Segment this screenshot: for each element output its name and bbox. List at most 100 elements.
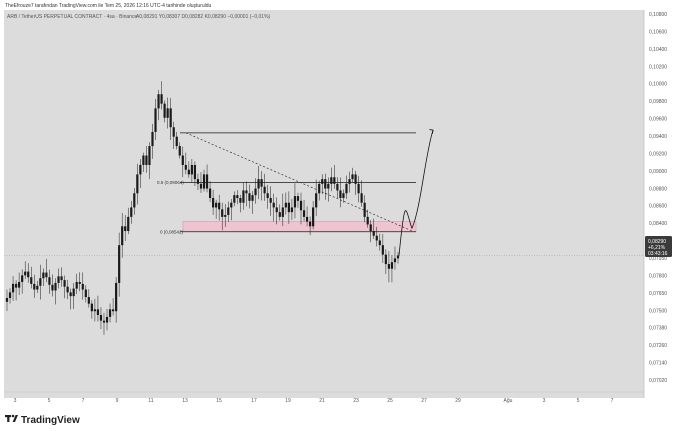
time-label: 11 — [148, 398, 153, 404]
candle-body — [293, 196, 297, 208]
candle-body — [175, 136, 178, 147]
candle-body — [315, 193, 318, 208]
time-label: 9 — [116, 398, 119, 404]
time-axis[interactable]: 3 5 7 9 11 13 15 17 19 21 23 25 27 29 Ağu 3 5 7 — [14, 398, 614, 404]
candle-body — [199, 183, 203, 189]
candle-body — [375, 235, 378, 241]
candle-body — [324, 179, 327, 189]
candle-body — [172, 127, 175, 137]
candle-body — [381, 245, 384, 255]
candle-body — [357, 183, 360, 194]
projection-path[interactable] — [398, 129, 434, 256]
candle-body — [348, 179, 351, 184]
price-label: 0,09400 — [649, 134, 667, 140]
time-label: 7 — [611, 398, 614, 404]
candle-body — [115, 282, 118, 312]
candle-body — [193, 164, 197, 180]
candle-body — [60, 276, 63, 281]
candle-body — [339, 190, 342, 198]
candle-body — [305, 216, 309, 222]
candle-body — [36, 285, 39, 290]
brand-name: TradingView — [21, 415, 80, 426]
candle-body — [278, 212, 281, 217]
candle-body — [272, 202, 275, 208]
candle-body — [45, 272, 48, 278]
time-label: 5 — [48, 398, 51, 404]
candle-body — [14, 283, 18, 288]
candle-body — [248, 193, 251, 201]
support-zone[interactable] — [182, 221, 417, 233]
time-label: 7 — [82, 398, 85, 404]
price-label: 0,09200 — [649, 151, 667, 157]
tradingview-logo-icon — [5, 414, 18, 422]
candle-body — [51, 284, 54, 291]
candle-body — [251, 195, 254, 201]
candle-body — [148, 146, 151, 165]
price-label: 0,10600 — [649, 29, 667, 35]
candle-body — [396, 255, 400, 259]
candle-body — [257, 179, 260, 189]
candle-body — [224, 214, 227, 217]
candle-body — [18, 281, 21, 288]
price-label: 0,07950 — [649, 256, 667, 262]
tradingview-logo[interactable]: TradingView — [5, 414, 80, 426]
candle-body — [163, 103, 166, 118]
current-price-tag[interactable]: 0,08290 +6,21% 03:43:16 — [645, 236, 672, 257]
candle-body — [33, 283, 36, 290]
fib-0-5-label: 0.5 (0,09064) — [157, 180, 184, 185]
candle-body — [302, 210, 306, 217]
candle-body — [233, 195, 236, 203]
candle-body — [166, 108, 169, 118]
descending-trendline[interactable] — [185, 132, 415, 233]
candle-body — [181, 155, 184, 165]
price-label: 0,07260 — [649, 343, 667, 349]
time-label: 29 — [455, 398, 461, 404]
candle-body — [169, 108, 172, 128]
candle-body — [133, 193, 136, 208]
candle-body — [336, 183, 339, 191]
candle-body — [27, 271, 30, 278]
publish-note: TheEfrouze7 tarafından TradingView.com i… — [5, 3, 212, 9]
candle-body — [387, 264, 391, 269]
time-label: 17 — [251, 398, 257, 404]
candle-body — [321, 179, 324, 184]
price-label: 0,07140 — [649, 361, 667, 367]
candle-body — [366, 216, 369, 225]
chart-background — [4, 10, 644, 398]
candle-body — [254, 188, 257, 196]
candle-body — [212, 198, 215, 208]
candle-body — [48, 277, 51, 285]
candle-body — [21, 275, 24, 282]
symbol-title[interactable]: ARB / TetherUS PERPETUAL CONTRACT · 4sa … — [7, 14, 137, 20]
current-change: +6,21% — [648, 245, 666, 251]
candle-body — [24, 271, 27, 276]
time-label: 19 — [285, 398, 291, 404]
time-label: 25 — [387, 398, 393, 404]
candle-body — [127, 216, 130, 232]
candle-body — [227, 207, 230, 215]
candle-body — [269, 198, 272, 203]
time-label: 5 — [577, 398, 580, 404]
candle-body — [245, 190, 248, 194]
candle-body — [11, 283, 15, 293]
price-label: 0,09800 — [649, 99, 667, 105]
candle-body — [87, 297, 90, 304]
candle-body — [42, 272, 45, 279]
price-label: 0,08800 — [649, 186, 667, 192]
candle-body — [360, 193, 363, 203]
candle-body — [96, 309, 100, 315]
candle-body — [299, 200, 303, 211]
candle-body — [111, 309, 115, 312]
candle-body — [8, 292, 12, 299]
candle-body — [205, 174, 209, 189]
candle-body — [145, 155, 148, 165]
time-label: 13 — [182, 398, 188, 404]
candle-body — [221, 209, 224, 217]
candlestick-series[interactable] — [5, 81, 400, 335]
price-label: 0,08600 — [649, 204, 667, 210]
current-price-box — [645, 236, 672, 257]
candle-body — [239, 198, 242, 203]
price-axis[interactable]: 0,10800 0,10600 0,10400 0,10200 0,10000 0,098… — [649, 12, 667, 384]
